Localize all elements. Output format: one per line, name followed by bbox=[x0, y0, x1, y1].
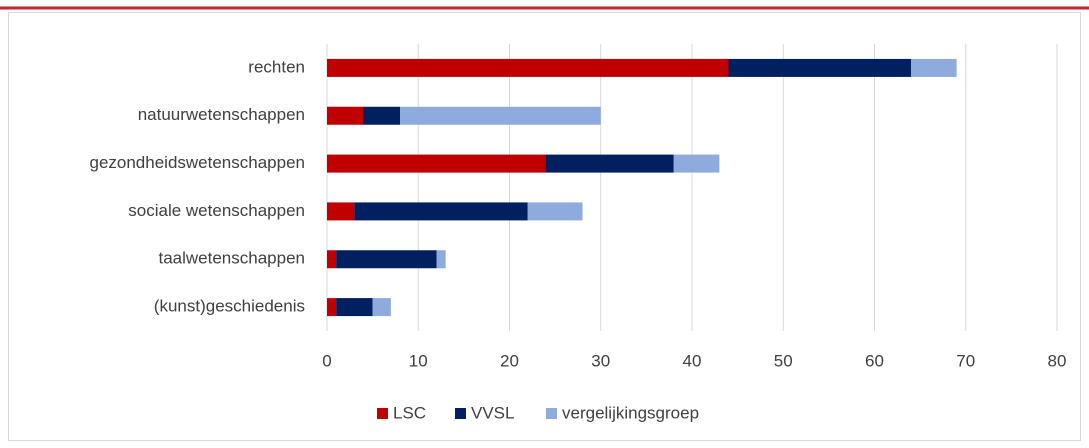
legend-label: LSC bbox=[393, 403, 426, 422]
bar-segment bbox=[327, 58, 729, 77]
x-tick-label: 50 bbox=[774, 351, 793, 370]
y-tick-label: gezondheidswetenschappen bbox=[89, 153, 305, 172]
bar-segment bbox=[327, 202, 355, 221]
y-tick-label: sociale wetenschappen bbox=[128, 201, 305, 220]
y-tick-label: taalwetenschappen bbox=[158, 249, 305, 268]
bar-segment bbox=[436, 250, 446, 269]
bar-segment bbox=[327, 298, 337, 317]
legend-swatch bbox=[546, 408, 557, 419]
x-tick-label: 30 bbox=[591, 351, 610, 370]
bar-segment bbox=[327, 250, 337, 269]
x-tick-label: 70 bbox=[956, 351, 975, 370]
bar-segment bbox=[673, 154, 720, 173]
x-tick-label: 60 bbox=[865, 351, 884, 370]
bar-segment bbox=[336, 250, 437, 269]
bar-segment bbox=[363, 106, 400, 125]
legend-swatch bbox=[377, 408, 388, 419]
x-tick-label: 80 bbox=[1048, 351, 1067, 370]
y-tick-label: (kunst)geschiedenis bbox=[154, 297, 305, 316]
x-tick-label: 40 bbox=[683, 351, 702, 370]
bar-segment bbox=[728, 58, 911, 77]
chart-frame bbox=[8, 12, 1081, 441]
x-tick-label: 20 bbox=[500, 351, 519, 370]
bar-segment bbox=[400, 106, 601, 125]
bar-segment bbox=[327, 106, 364, 125]
bar-segment bbox=[911, 58, 957, 77]
bar-segment bbox=[546, 154, 674, 173]
x-tick-label: 10 bbox=[409, 351, 428, 370]
legend-label: vergelijkingsgroep bbox=[562, 403, 699, 422]
bar-segment bbox=[527, 202, 583, 221]
bar-segment bbox=[327, 154, 546, 173]
bar-segment bbox=[354, 202, 528, 221]
bar-segment bbox=[372, 298, 391, 317]
y-tick-label: natuurwetenschappen bbox=[138, 105, 305, 124]
legend-label: VVSL bbox=[471, 403, 514, 422]
bar-segment bbox=[336, 298, 373, 317]
x-tick-label: 0 bbox=[322, 351, 331, 370]
y-tick-label: rechten bbox=[248, 57, 305, 76]
legend-swatch bbox=[455, 408, 466, 419]
